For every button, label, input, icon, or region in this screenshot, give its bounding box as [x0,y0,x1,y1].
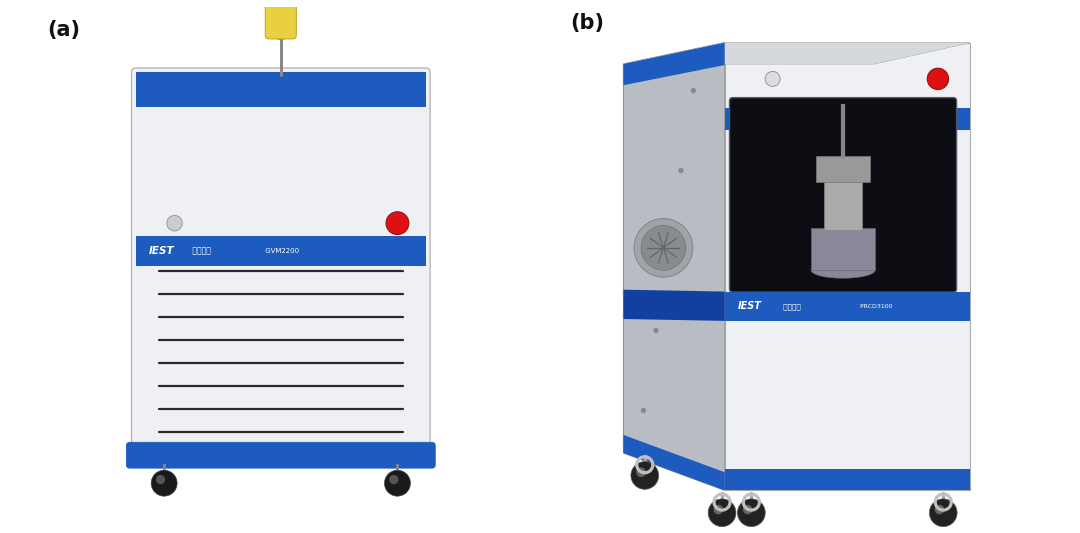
Text: IEST: IEST [738,301,761,311]
FancyBboxPatch shape [126,442,435,468]
Polygon shape [623,290,725,321]
Polygon shape [623,435,725,490]
Circle shape [678,168,684,173]
Bar [136,101,426,107]
Circle shape [631,462,659,489]
Bar [725,108,970,130]
Circle shape [386,212,409,235]
Circle shape [766,71,780,86]
FancyBboxPatch shape [729,98,957,292]
Circle shape [691,88,696,93]
Circle shape [653,328,659,333]
Text: (b): (b) [570,13,604,34]
Bar [725,292,970,321]
Circle shape [389,475,399,484]
Polygon shape [725,43,970,490]
Text: 元能科技: 元能科技 [190,247,211,256]
Ellipse shape [811,262,875,278]
Polygon shape [623,43,725,85]
Circle shape [738,499,766,527]
Text: PRCD3100: PRCD3100 [858,304,892,309]
Bar [136,236,426,266]
Bar [811,228,875,270]
Circle shape [930,499,957,527]
Circle shape [166,215,183,231]
Circle shape [714,505,724,514]
FancyBboxPatch shape [132,68,430,449]
Polygon shape [623,43,970,64]
Polygon shape [623,43,725,490]
Circle shape [708,499,735,527]
Circle shape [640,408,646,413]
Circle shape [634,219,692,277]
Bar [824,177,862,230]
Circle shape [151,470,177,496]
Bar [725,469,970,490]
FancyBboxPatch shape [266,0,296,39]
Text: IEST: IEST [149,246,174,256]
Circle shape [384,470,410,496]
Ellipse shape [273,30,288,39]
Circle shape [665,248,671,253]
Circle shape [934,505,944,514]
Circle shape [743,505,753,514]
Polygon shape [623,43,970,64]
Circle shape [636,467,646,477]
Text: 元能科技: 元能科技 [781,303,800,310]
Circle shape [156,475,165,484]
Circle shape [642,225,686,270]
Text: (a): (a) [48,20,81,41]
Circle shape [928,68,948,90]
Bar [816,156,869,182]
Bar [136,72,426,101]
Text: GVM2200: GVM2200 [262,248,299,254]
